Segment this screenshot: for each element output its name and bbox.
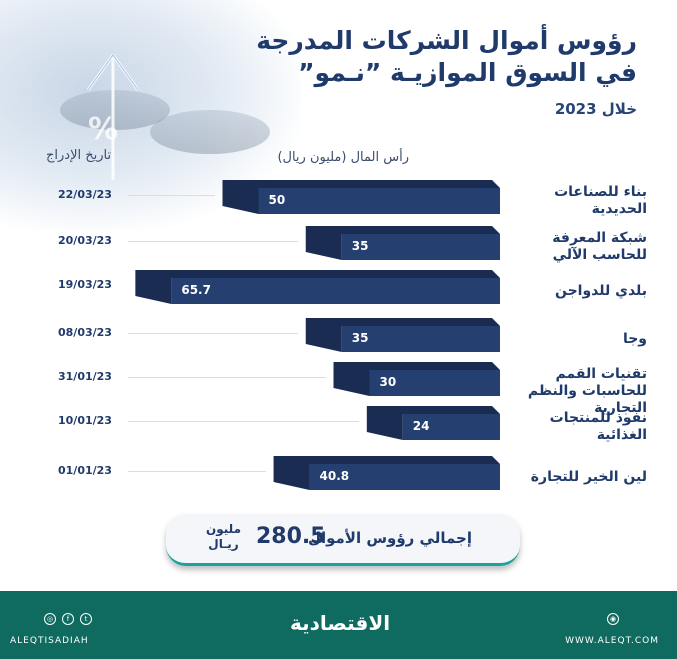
bar-value-label: 65.7 — [181, 283, 211, 297]
bar-value-label: 35 — [351, 331, 369, 345]
bar — [258, 188, 500, 214]
leader-line — [128, 241, 298, 242]
listing-date-label: 08/03/23 — [58, 326, 112, 339]
leader-line — [128, 377, 326, 378]
bar-value-label: 35 — [351, 239, 369, 253]
coin-stack-decoration — [60, 90, 170, 130]
bar — [402, 414, 500, 440]
chart-period: خلال 2023 — [554, 100, 637, 118]
website-icon[interactable]: ◉ — [607, 613, 619, 625]
category-label: نفوذ للمنتجات الغذائية — [549, 410, 647, 443]
bar — [369, 370, 500, 396]
chart-subtitle: في السوق الموازيـة ”نـمو” — [298, 58, 637, 87]
bar-chart — [135, 180, 501, 490]
chart-title: رؤوس أموال الشركات المدرجة — [256, 26, 637, 55]
bar-shadow — [135, 270, 501, 304]
bar-shadow — [366, 406, 500, 440]
date-header: تاريخ الإدراج — [46, 148, 112, 163]
total-value: 280.5 — [256, 524, 326, 549]
twitter-icon[interactable]: t — [80, 613, 92, 625]
category-label: بلدي للدواجن — [554, 282, 647, 299]
bar — [341, 326, 500, 352]
listing-date-label: 19/03/23 — [58, 278, 112, 291]
listing-date-label: 01/01/23 — [58, 464, 112, 477]
bar-value-label: 24 — [412, 419, 430, 433]
bar-value-label: 30 — [379, 375, 397, 389]
total-label: إجمالي رؤوس الأموال — [307, 529, 472, 547]
leader-line — [128, 421, 359, 422]
percent-icon: % — [88, 112, 119, 147]
listing-date-label: 20/03/23 — [58, 234, 112, 247]
social-handle: ALEQTISADIAH — [10, 636, 89, 646]
bar-shadow — [305, 226, 500, 260]
website-link[interactable]: WWW.ALEQT.COM — [565, 636, 659, 646]
coin-stack-decoration — [150, 110, 270, 154]
bar-value-label: 50 — [268, 193, 286, 207]
bar — [171, 278, 501, 304]
total-panel: إجمالي رؤوس الأموال 280.5 مليون ريـال — [166, 514, 520, 566]
bar-shadow — [273, 456, 500, 490]
leader-line — [128, 471, 266, 472]
facebook-icon[interactable]: f — [62, 613, 74, 625]
category-label: شبكة المعرفة للحاسب الآلي — [552, 230, 647, 263]
listing-date-label: 31/01/23 — [58, 370, 112, 383]
listing-date-label: 10/01/23 — [58, 414, 112, 427]
bar-shadow — [333, 362, 500, 396]
listing-date-label: 22/03/23 — [58, 188, 112, 201]
capital-header: رأس المال (مليون ريال) — [277, 150, 409, 165]
footer-bar: t f ◎ ALEQTISADIAH الاقتصادية ◉ WWW.ALEQ… — [0, 591, 677, 659]
instagram-icon[interactable]: ◎ — [44, 613, 56, 625]
bar-value-label: 40.8 — [319, 469, 350, 483]
bar-shadow — [305, 318, 500, 352]
category-label: بناء للصناعات الحديدية — [554, 184, 647, 217]
total-unit-line2: ريـال — [208, 537, 239, 551]
leader-line — [128, 195, 215, 196]
arrow-up-icon — [86, 54, 140, 180]
total-unit-line1: مليون — [206, 522, 241, 536]
bar — [309, 464, 500, 490]
category-label: تقنيات القمم للحاسبات والنظم التجارية — [527, 366, 647, 416]
brand-logo: الاقتصادية — [290, 611, 391, 635]
total-unit: مليون ريـال — [206, 522, 241, 552]
bar-shadow — [222, 180, 500, 214]
category-label: وجا — [622, 330, 647, 347]
category-label: لين الخير للتجارة — [530, 468, 647, 485]
leader-line — [128, 333, 298, 334]
bar — [341, 234, 500, 260]
